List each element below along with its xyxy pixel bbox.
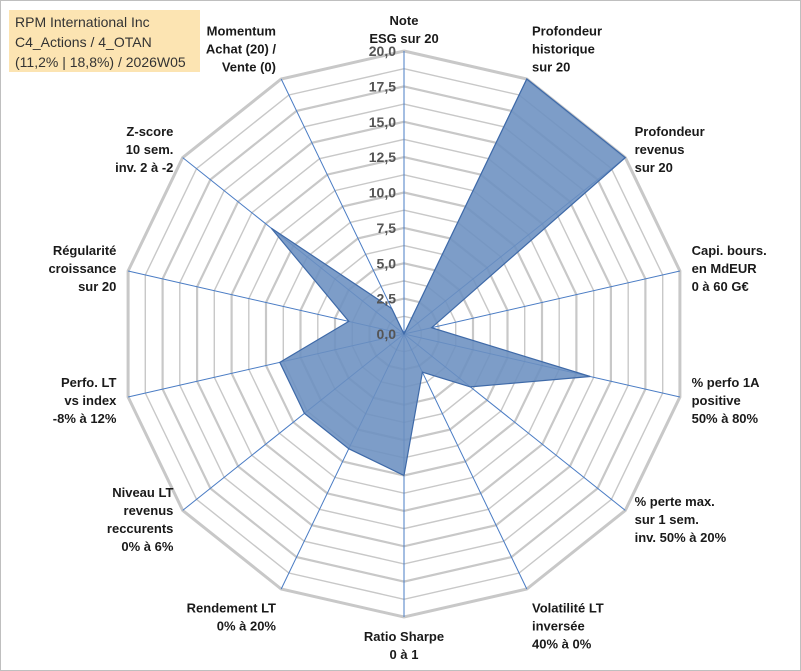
axis-spoke	[280, 78, 405, 335]
axis-label: Perfo. LT vs index -8% à 12%	[53, 375, 117, 426]
axis-spoke	[403, 333, 528, 590]
axis-label: % perte max. sur 1 sem. inv. 50% à 20%	[635, 494, 727, 545]
tick-label: 20,0	[369, 43, 396, 59]
axis-label: % perfo 1A positive 50% à 80%	[692, 375, 761, 426]
axis-label: Capi. bours. en MdEUR 0 à 60 G€	[692, 243, 767, 294]
chart-title-box: RPM International Inc C4_Actions / 4_OTA…	[9, 10, 200, 72]
tick-label: 5,0	[377, 255, 397, 271]
chart-subtitle-stats: (11,2% | 18,8%) / 2026W05	[15, 54, 186, 70]
chart-title: RPM International Inc	[15, 14, 150, 30]
tick-label: 15,0	[369, 114, 396, 130]
axis-label: Ratio Sharpe 0 à 1	[364, 629, 444, 662]
axis-spoke	[403, 270, 681, 335]
axis-label: Momentum Achat (20) / Vente (0)	[206, 23, 276, 74]
tick-label: 0,0	[377, 326, 397, 342]
series-area	[270, 78, 627, 477]
axis-label: Volatilité LT inversée 40% à 0%	[532, 600, 604, 651]
tick-label: 17,5	[369, 78, 396, 94]
axis-label: Note ESG sur 20	[369, 13, 438, 46]
axis-label: Profondeur historique sur 20	[532, 23, 602, 74]
axis-label: Profondeur revenus sur 20	[635, 124, 705, 175]
axis-labels: Note ESG sur 20 Profondeur historique sur 20…	[48, 13, 766, 662]
axis-label: Niveau LT revenus reccurents 0% à 6%	[107, 485, 174, 554]
tick-label: 10,0	[369, 185, 396, 201]
tick-label: 7,5	[377, 220, 397, 236]
radar-series	[270, 78, 627, 477]
radial-tick-labels: 0,0 2,5 5,0 7,5 10,0 12,5 15,0 17,5 20,0	[369, 43, 396, 342]
axis-label: Z-score 10 sem. inv. 2 à -2	[115, 124, 173, 175]
axis-label: Régularité croissance sur 20	[48, 243, 116, 294]
tick-label: 12,5	[369, 149, 396, 165]
tick-label: 2,5	[377, 291, 397, 307]
axis-label: Rendement LT 0% à 20%	[187, 600, 277, 633]
chart-subtitle-category: C4_Actions / 4_OTAN	[15, 34, 152, 50]
